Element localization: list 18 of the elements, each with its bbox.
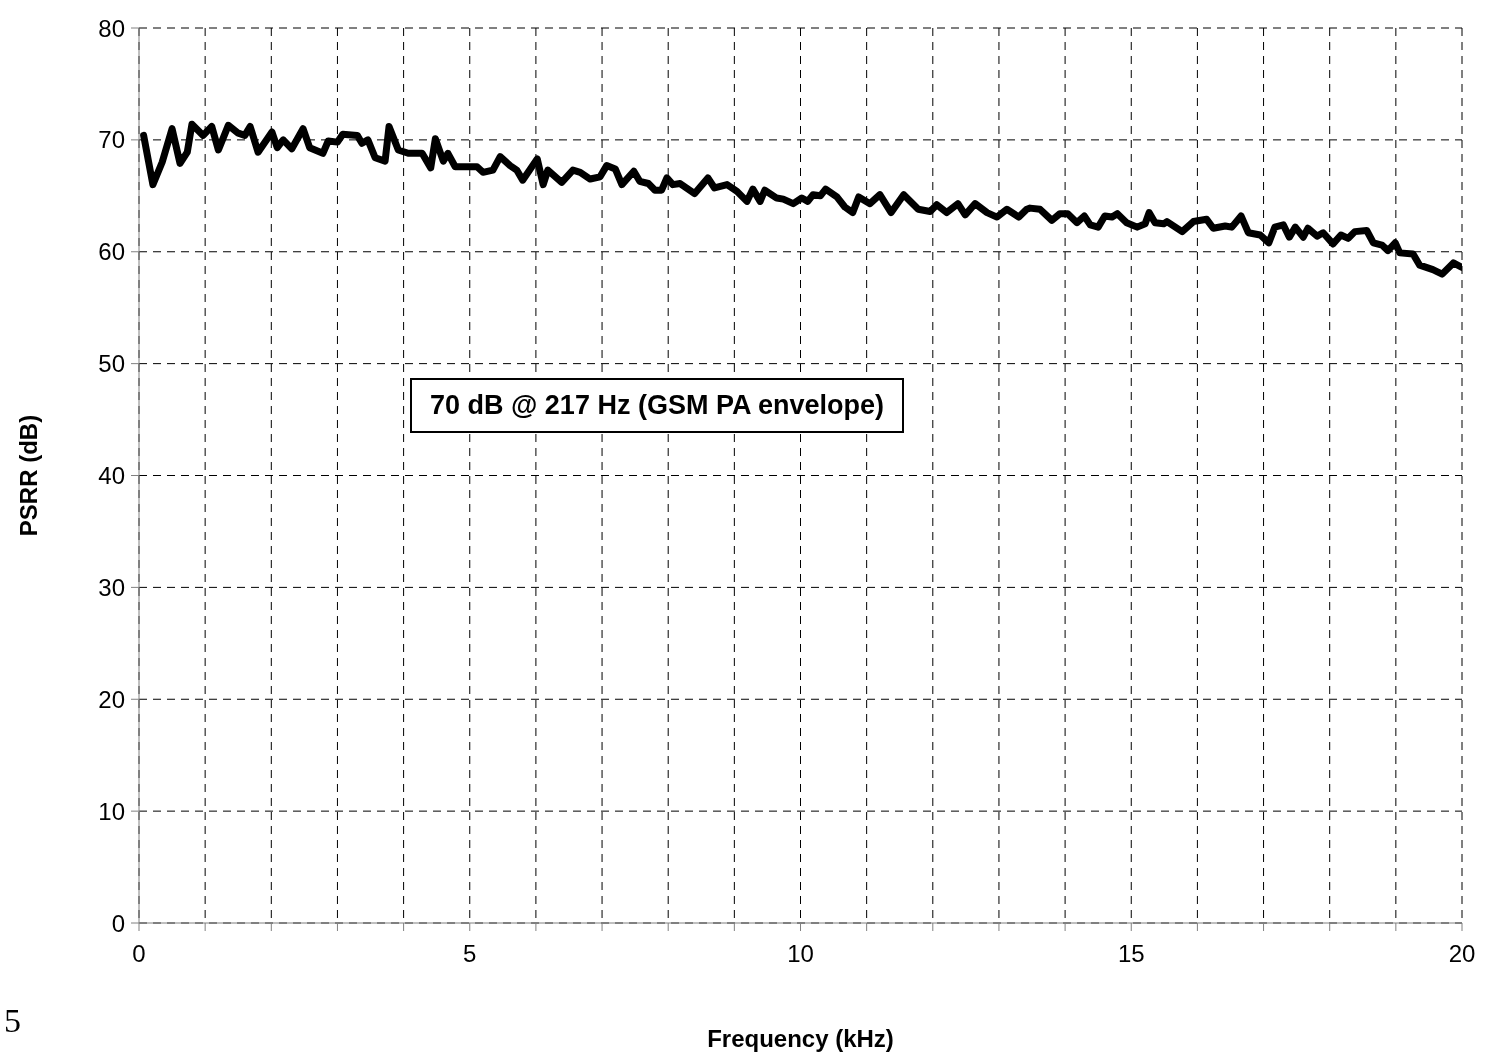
y-tick-label: 0 xyxy=(111,909,125,937)
x-tick-label: 10 xyxy=(787,940,814,968)
x-axis-title: Frequency (kHz) xyxy=(707,1025,894,1052)
y-tick-label: 20 xyxy=(98,685,125,713)
y-tick-label: 30 xyxy=(98,573,125,601)
x-tick-label: 0 xyxy=(132,940,146,968)
y-tick-label: 10 xyxy=(98,797,125,825)
x-tick-label: 15 xyxy=(1117,940,1145,968)
y-tick-label: 50 xyxy=(98,350,125,378)
y-tick-label: 60 xyxy=(98,238,125,266)
y-axis-title: PSRR (dB) xyxy=(14,414,42,537)
y-tick-label: 40 xyxy=(98,462,125,490)
x-tick-label: 20 xyxy=(1448,940,1476,968)
annotation: 70 dB @ 217 Hz (GSM PA envelope) xyxy=(410,378,904,433)
y-tick-label: 70 xyxy=(98,126,125,154)
x-tick-label: 5 xyxy=(463,940,477,968)
y-tick-label: 80 xyxy=(98,14,125,42)
text: 5 xyxy=(4,1002,21,1040)
